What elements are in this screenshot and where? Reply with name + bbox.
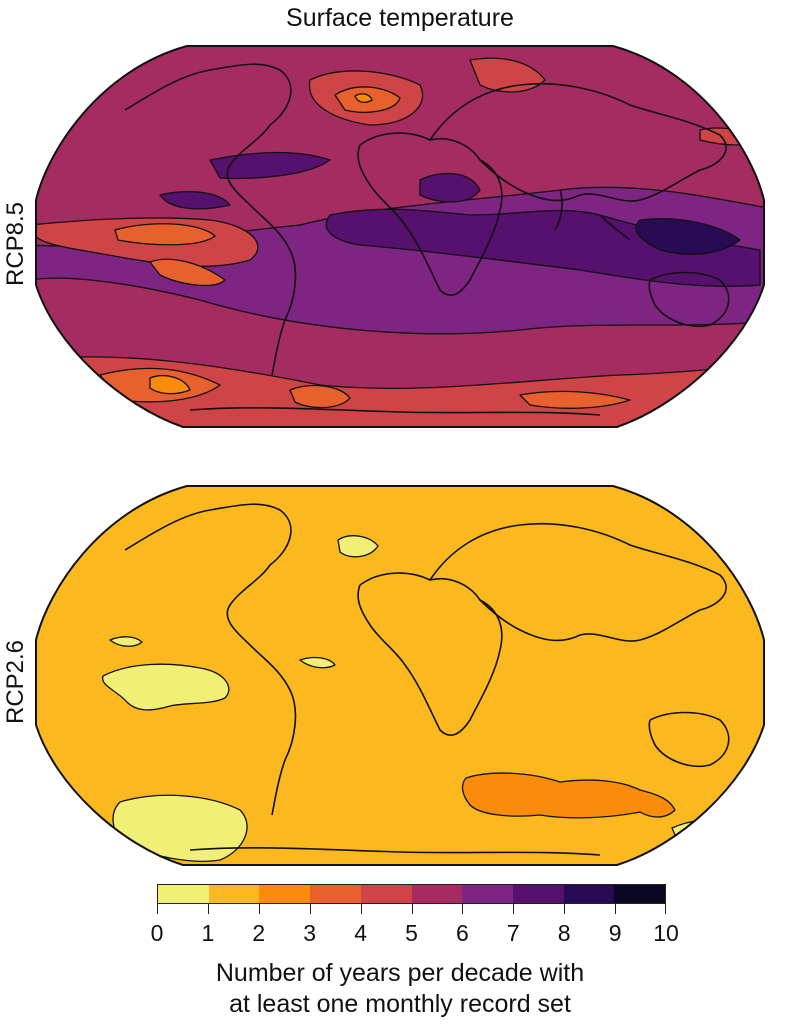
tick-label: 3 bbox=[303, 920, 317, 946]
map-rcp85 bbox=[35, 45, 765, 428]
figure-title: Surface temperature bbox=[286, 4, 514, 32]
tick-label: 10 bbox=[653, 920, 679, 946]
colorbar-label-line2: at least one monthly record set bbox=[229, 990, 571, 1018]
map-rcp26 bbox=[35, 485, 765, 866]
colorbar-bin-4-5 bbox=[360, 885, 412, 903]
tick-label: 2 bbox=[252, 920, 266, 946]
colorbar-bin-2-3 bbox=[259, 885, 311, 903]
colorbar-bin-6-7 bbox=[462, 885, 513, 903]
tick-label: 1 bbox=[201, 920, 215, 946]
colorbar-bin-8-9 bbox=[563, 885, 615, 903]
tick-label: 9 bbox=[608, 920, 622, 946]
colorbar-bin-0-1 bbox=[158, 885, 209, 903]
colorbar-tick-labels: 0 1 2 3 4 5 6 7 8 9 10 bbox=[151, 920, 679, 950]
tick-label: 7 bbox=[506, 920, 520, 946]
tick-label: 4 bbox=[354, 920, 367, 946]
colorbar bbox=[157, 884, 666, 904]
tick-label: 5 bbox=[405, 920, 418, 946]
colorbar-bin-9-10 bbox=[614, 885, 666, 903]
colorbar-ticks bbox=[157, 904, 666, 914]
colorbar-bin-3-4 bbox=[310, 885, 361, 903]
tick-label: 8 bbox=[557, 920, 571, 946]
colorbar-label-line1: Number of years per decade with bbox=[215, 959, 585, 987]
colorbar-bin-7-8 bbox=[512, 885, 564, 903]
colorbar-bin-5-6 bbox=[411, 885, 463, 903]
tick-label: 0 bbox=[150, 920, 164, 946]
tick-label: 6 bbox=[455, 920, 469, 946]
colorbar-bin-1-2 bbox=[208, 885, 260, 903]
